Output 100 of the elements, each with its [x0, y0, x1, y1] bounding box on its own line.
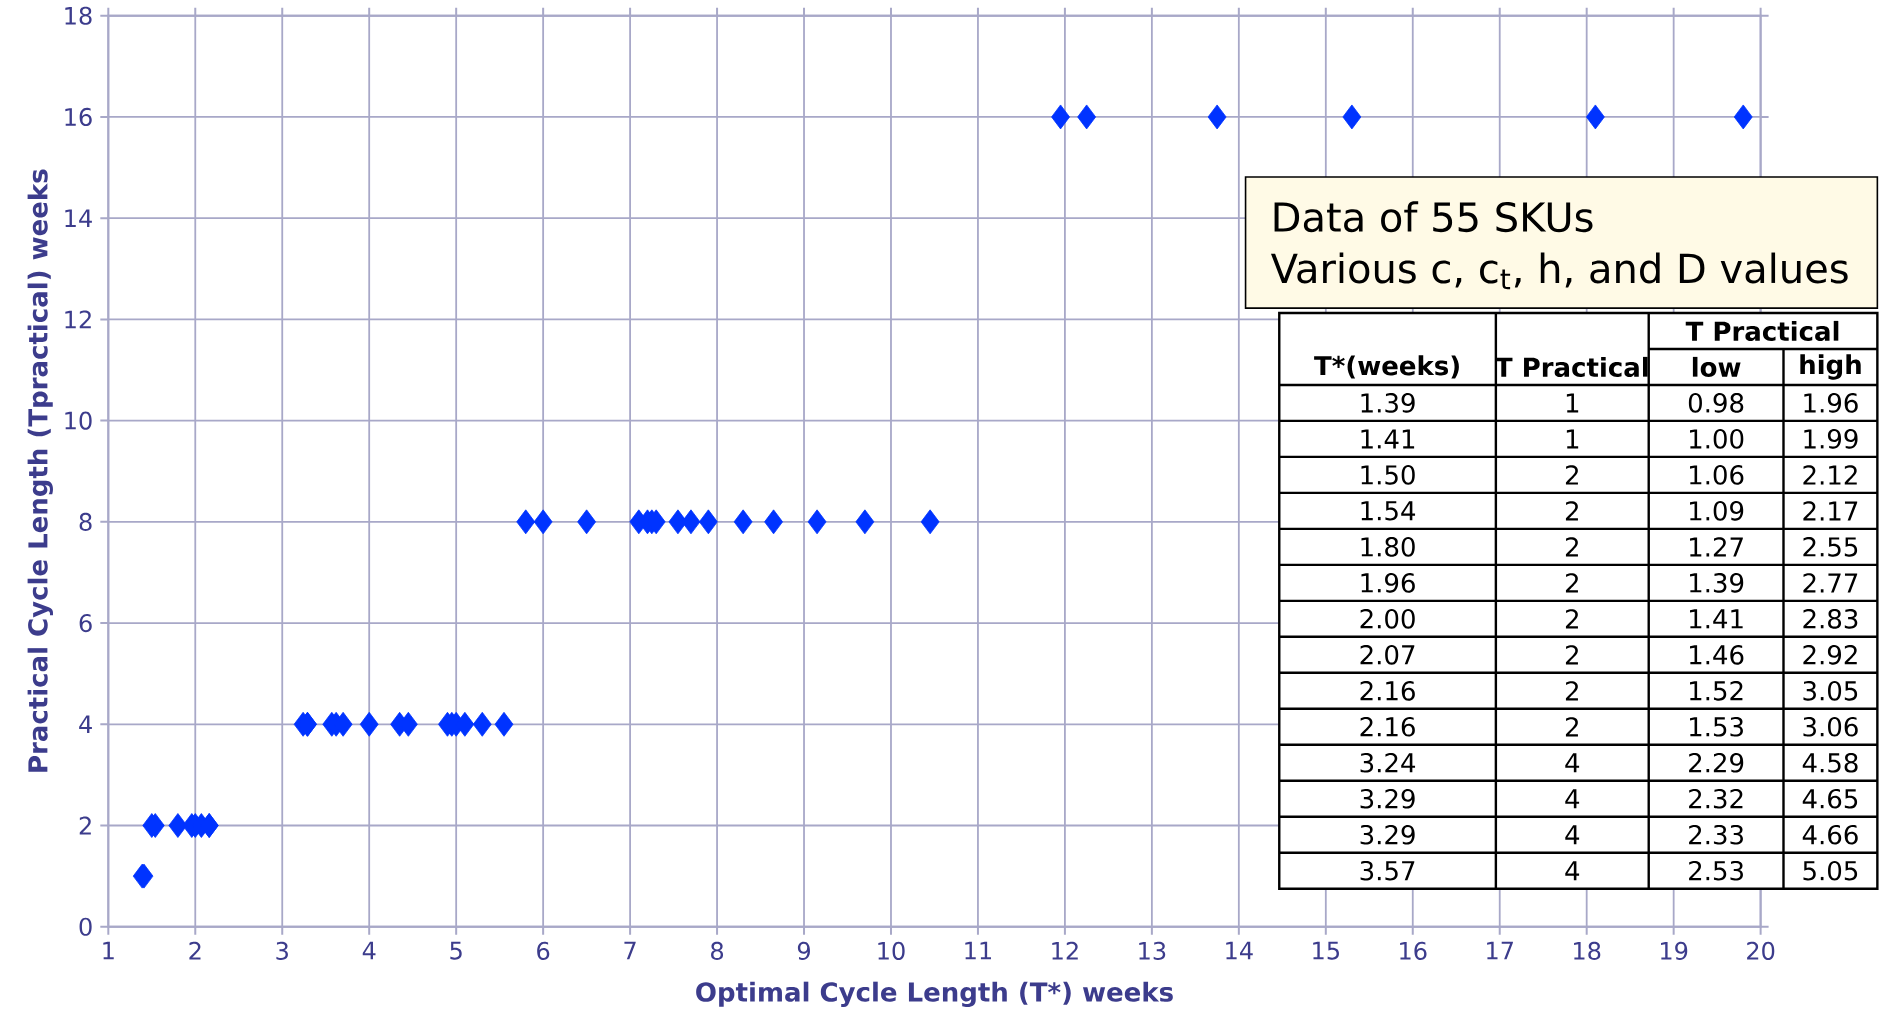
- point: [1077, 104, 1097, 130]
- annotation: 2.33: [1689, 825, 1743, 845]
- annotation: 1.96: [1361, 573, 1415, 593]
- point: [807, 509, 827, 535]
- annotation: 2: [1565, 573, 1578, 593]
- point: [681, 509, 701, 535]
- annotation: 3.29: [1360, 825, 1415, 845]
- annotation: 2: [1565, 537, 1578, 557]
- point: [855, 509, 875, 535]
- x-tick-label: 10: [878, 941, 905, 961]
- y-tick-label: 4: [79, 715, 92, 734]
- annotation: 2: [1565, 645, 1578, 665]
- y-axis-title: Practical Cycle Length (Tpractical) weeks: [27, 169, 53, 772]
- annotation: low: [1692, 357, 1741, 378]
- text: 5.05: [1803, 861, 1858, 881]
- x-tick-label: 7: [624, 941, 636, 960]
- annotation: 2: [1565, 501, 1578, 521]
- annotation: 1: [1566, 429, 1579, 449]
- point: [494, 712, 514, 737]
- annotation: 1.53: [1690, 717, 1743, 737]
- annotation: 2.29: [1689, 753, 1744, 773]
- point: [698, 509, 718, 535]
- x-tick-label: 16: [1400, 941, 1427, 961]
- x-axis-title: Optimal Cycle Length (T*) weeks: [696, 981, 1173, 1008]
- annotation: 1.52: [1690, 681, 1743, 701]
- point: [1342, 104, 1362, 130]
- annotation: Various c, c$_{t}$, h, and D values: [1270, 252, 1848, 290]
- text: 4.58: [1802, 753, 1858, 773]
- x-tick-label: 18: [1574, 941, 1601, 961]
- point: [533, 509, 553, 535]
- text: 4.65: [1802, 789, 1858, 809]
- annotation: Data of 55 SKUs: [1274, 201, 1593, 233]
- text: 2.77: [1803, 573, 1858, 593]
- y-tick-label: 12: [65, 310, 91, 329]
- annotation: 4: [1565, 789, 1580, 809]
- annotation: 1.39: [1690, 573, 1744, 593]
- x-tick-label: 13: [1139, 941, 1166, 961]
- annotation: 1.00: [1690, 429, 1744, 449]
- point: [1207, 104, 1227, 130]
- x-tick-label: 14: [1226, 941, 1253, 960]
- point: [920, 509, 940, 535]
- annotation: 4: [1565, 861, 1580, 881]
- text: 1.99: [1804, 429, 1858, 449]
- point: [359, 712, 379, 737]
- text: 2.83: [1803, 609, 1858, 629]
- annotation: 1.39: [1361, 393, 1415, 413]
- point: [577, 509, 597, 535]
- y-tick-label: 10: [65, 411, 92, 430]
- annotation: 2.00: [1360, 609, 1415, 629]
- x-tick-label: 12: [1052, 941, 1078, 960]
- x-tick-label: 17: [1487, 941, 1513, 960]
- annotation: 1: [1566, 393, 1579, 413]
- annotation: 2: [1565, 465, 1578, 485]
- point: [1733, 104, 1753, 130]
- x-tick-label: 8: [711, 941, 724, 961]
- annotation: T Practical: [1495, 357, 1648, 378]
- annotation: 2.16: [1360, 681, 1415, 701]
- annotation: 1.41: [1690, 609, 1743, 629]
- annotation: T*(weeks): [1314, 355, 1459, 379]
- point: [168, 813, 188, 839]
- point: [733, 509, 753, 535]
- annotation: 2: [1565, 681, 1578, 701]
- annotation: 1.06: [1690, 465, 1744, 485]
- annotation: 1.46: [1690, 645, 1744, 665]
- annotation: T Practical: [1685, 321, 1839, 342]
- text: 2.12: [1803, 465, 1857, 485]
- x-tick-label: 5: [450, 941, 462, 960]
- annotation: 2.53: [1689, 861, 1743, 881]
- x-tick-label: 3: [276, 941, 288, 961]
- x-tick-label: 2: [189, 941, 201, 960]
- x-tick-label: 1: [103, 941, 114, 960]
- text: 4.66: [1802, 825, 1858, 845]
- x-tick-label: 11: [965, 941, 991, 960]
- annotation: 1.54: [1361, 501, 1416, 521]
- y-tick-label: 2: [79, 816, 91, 835]
- text: 2.55: [1803, 537, 1858, 557]
- x-tick-label: 9: [797, 941, 810, 961]
- annotation: 1.09: [1690, 501, 1744, 521]
- annotation: 2.16: [1360, 717, 1415, 737]
- y-tick-label: 14: [65, 209, 92, 228]
- annotation: 4: [1565, 753, 1580, 773]
- annotation: 3.24: [1360, 753, 1416, 773]
- annotation: 1.50: [1361, 465, 1415, 485]
- y-tick-label: 0: [79, 917, 92, 936]
- x-tick-label: 4: [362, 941, 376, 960]
- annotation: 2: [1565, 609, 1578, 629]
- text: high: [1800, 354, 1861, 380]
- text: 3.05: [1803, 681, 1858, 701]
- x-tick-label: 6: [537, 941, 550, 961]
- annotation: 4: [1565, 825, 1580, 845]
- y-tick-label: 6: [79, 614, 92, 633]
- annotation: 0.98: [1688, 393, 1744, 413]
- x-tick-label: 15: [1313, 941, 1339, 960]
- x-tick-label: 20: [1747, 941, 1775, 961]
- point: [516, 509, 536, 535]
- point: [764, 509, 783, 535]
- text: 2.92: [1803, 645, 1857, 665]
- point: [1051, 104, 1070, 130]
- annotation: 3.29: [1360, 789, 1415, 809]
- text: 2.17: [1803, 501, 1858, 521]
